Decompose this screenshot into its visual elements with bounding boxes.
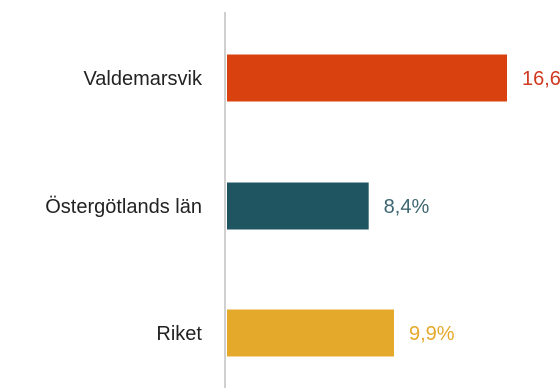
category-label-2: Riket	[156, 323, 202, 345]
value-label-2: 9,9%	[409, 323, 455, 345]
category-label-1: Östergötlands län	[45, 196, 202, 218]
value-label-1: 8,4%	[384, 196, 430, 218]
bar-0	[227, 54, 507, 102]
category-label-0: Valdemarsvik	[83, 68, 203, 90]
value-label-0: 16,6%	[522, 68, 560, 90]
bar-2	[227, 309, 394, 357]
labels-layer: Valdemarsvik 16,6% Östergötlands län 8,4% Ri…	[45, 68, 560, 345]
bar-1	[227, 182, 369, 230]
bars-layer	[227, 54, 507, 357]
